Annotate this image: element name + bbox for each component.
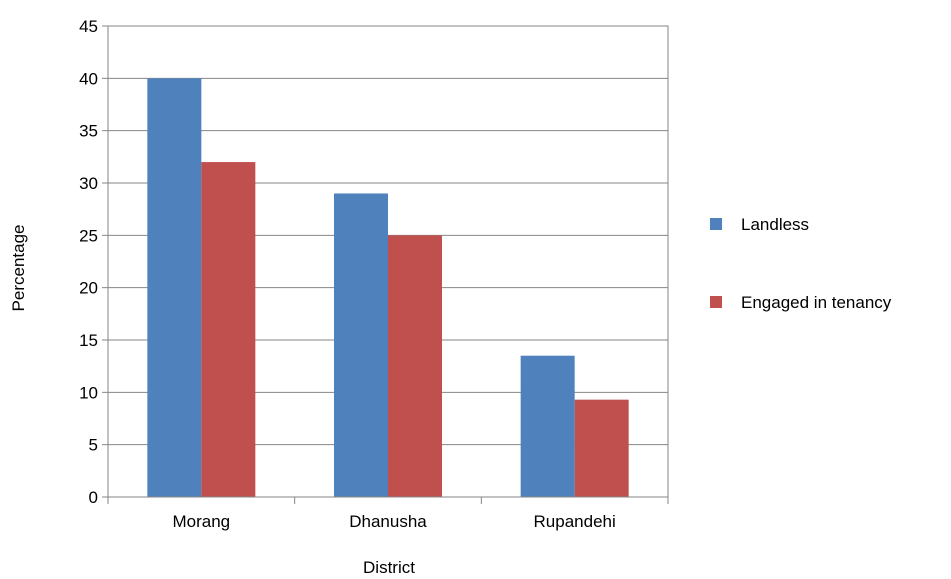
legend-label: Landless: [741, 215, 809, 234]
bar-landless-morang: [147, 78, 202, 497]
y-tick-labels: 0 5 10 15 20 25 30 35 40 45: [79, 17, 98, 507]
bar-landless-rupandehi: [520, 355, 575, 497]
y-tick-label: 15: [79, 331, 98, 350]
bar-engaged-in-tenancy-rupandehi: [574, 399, 629, 497]
bar-landless-dhanusha: [334, 193, 388, 497]
bar-engaged-in-tenancy-morang: [201, 162, 256, 498]
y-tick-label: 30: [79, 174, 98, 193]
x-axis-title: District: [363, 558, 415, 577]
y-tick-label: 35: [79, 122, 98, 141]
y-tick-label: 25: [79, 226, 98, 245]
x-tick-label: Morang: [173, 512, 231, 531]
y-tick-label: 20: [79, 279, 98, 298]
y-tick-label: 0: [89, 488, 98, 507]
axes: [102, 25, 669, 504]
legend-swatch: [710, 296, 722, 308]
y-tick-label: 40: [79, 69, 98, 88]
x-tick-label: Rupandehi: [534, 512, 616, 531]
y-tick-label: 5: [89, 436, 98, 455]
y-axis-title: Percentage: [9, 225, 28, 312]
bar-engaged-in-tenancy-dhanusha: [388, 235, 442, 498]
y-tick-label: 10: [79, 383, 98, 402]
legend-label: Engaged in tenancy: [741, 293, 892, 312]
x-tick-labels: Morang Dhanusha Rupandehi: [173, 512, 616, 531]
legend-swatch: [710, 218, 722, 230]
y-tick-label: 45: [79, 17, 98, 36]
bars: [147, 78, 629, 498]
plot-area-border: [107, 25, 669, 498]
x-tick-label: Dhanusha: [349, 512, 427, 531]
legend: Landless Engaged in tenancy: [710, 215, 892, 312]
